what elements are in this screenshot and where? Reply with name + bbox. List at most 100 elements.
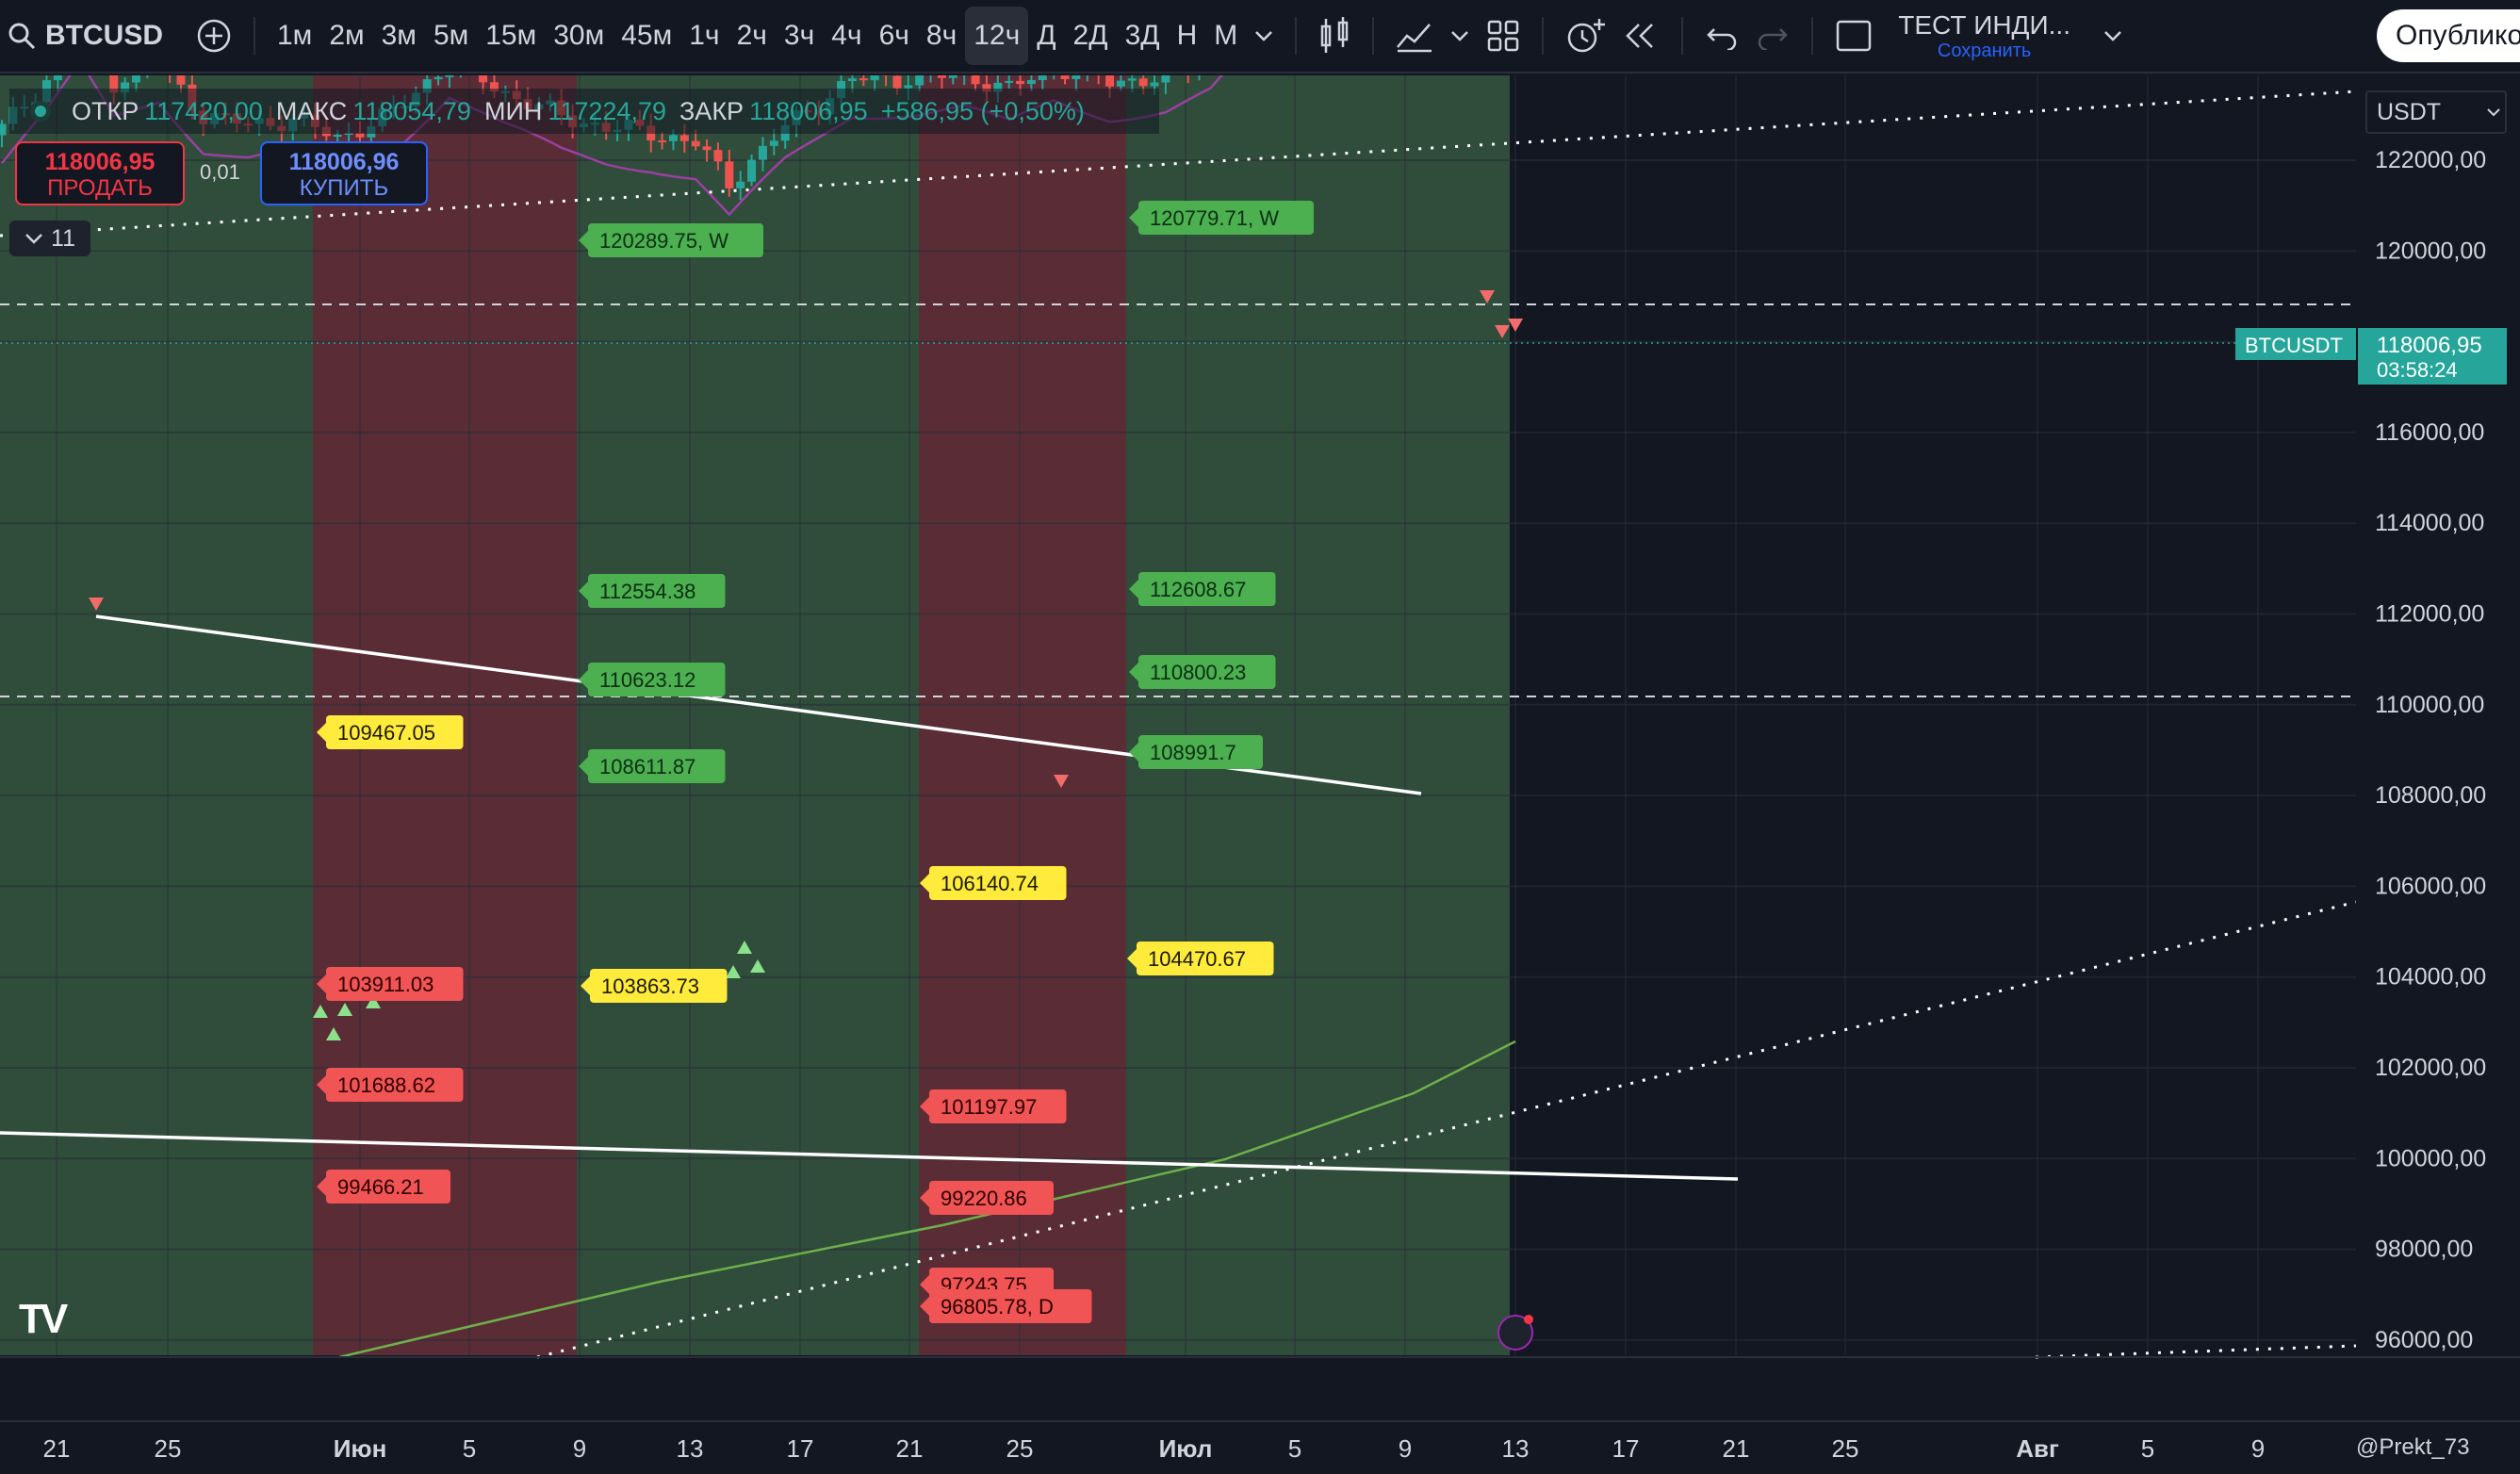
candle-body <box>702 146 712 151</box>
candle-body <box>691 140 700 147</box>
level-label-green-bg <box>588 663 726 696</box>
buy-signal-marker <box>750 959 765 973</box>
last-price-label: 118006,95 <box>2377 333 2482 358</box>
interval-button[interactable]: 5м <box>433 20 469 51</box>
collapse-indicators-button[interactable]: 11 <box>9 221 90 256</box>
buy-label: КУПИТЬ <box>299 175 389 201</box>
interval-button[interactable]: М <box>1214 20 1238 51</box>
sell-signal-marker <box>1508 319 1523 332</box>
candle-body <box>445 75 454 77</box>
sell-price: 118006,95 <box>44 149 155 175</box>
candle-body <box>1161 75 1170 83</box>
candle-body <box>915 75 925 86</box>
interval-button[interactable]: Н <box>1176 20 1198 51</box>
interval-dropdown-button[interactable] <box>1246 7 1282 65</box>
interval-button[interactable]: 2ч <box>736 20 767 51</box>
ma-line-slow <box>338 1040 1516 1359</box>
interval-button[interactable]: 15м <box>485 20 537 51</box>
interval-button[interactable]: 3ч <box>783 20 815 51</box>
sell-signal-marker <box>89 598 104 611</box>
candle-body <box>769 140 778 146</box>
interval-button[interactable]: Д <box>1037 20 1056 51</box>
save-link[interactable]: Сохранить <box>1937 40 2032 61</box>
buy-signal-marker <box>313 1005 328 1018</box>
time-tick-label: 25 <box>1006 1434 1034 1463</box>
channel-top-dotted <box>0 90 2357 237</box>
indicators-dropdown-button[interactable] <box>1442 7 1478 65</box>
currency-select[interactable]: USDT <box>2365 90 2507 134</box>
buy-signal-marker <box>326 1027 341 1040</box>
indicator-title: ТЕСТ ИНДИ... <box>1898 9 2070 40</box>
price-axis-bg <box>2356 75 2520 1357</box>
candle-body <box>982 84 991 92</box>
chart-type-button[interactable] <box>1310 7 1359 65</box>
layouts-button[interactable] <box>1478 7 1529 65</box>
level-label-green: 120289.75, W <box>599 229 728 253</box>
candle-body <box>1016 80 1025 85</box>
open-value: 117420,00 <box>144 96 263 125</box>
redo-button[interactable] <box>1747 7 1798 65</box>
candle-body <box>1127 78 1137 81</box>
candle-body <box>333 135 342 138</box>
level-label-green: 110800.23 <box>1150 661 1246 684</box>
redo-icon <box>1759 28 1789 50</box>
level-label-green-pointer <box>579 670 588 689</box>
interval-button[interactable]: 3м <box>381 20 417 51</box>
symbol-search[interactable]: BTCUSD <box>8 20 163 52</box>
interval-button[interactable]: 2м <box>329 20 365 51</box>
interval-button[interactable]: 12ч <box>965 7 1029 65</box>
fullscreen-checkbox[interactable] <box>1826 7 1881 65</box>
level-label-green-bg <box>588 574 726 608</box>
level-label-red-pointer <box>920 1188 929 1207</box>
time-tick-label: 13 <box>1502 1434 1530 1463</box>
publish-button[interactable]: Опублико <box>2377 9 2520 62</box>
level-label-green-bg <box>1138 201 1314 235</box>
price-chart[interactable]: 120289.75, W 120779.71, W 112554.38 112608.… <box>0 75 2520 1474</box>
indicators-icon <box>1397 24 1432 53</box>
level-label-red-pointer <box>920 1275 929 1294</box>
chevron-down-icon <box>2104 31 2121 41</box>
buy-button[interactable]: 118006,96 КУПИТЬ <box>260 141 428 205</box>
level-label-red-bg <box>929 1089 1067 1123</box>
candle-body <box>658 140 667 143</box>
compare-add-button[interactable] <box>188 7 240 65</box>
candles-icon <box>1321 17 1349 53</box>
interval-button[interactable]: 6ч <box>878 20 909 51</box>
interval-button[interactable]: 3Д <box>1124 20 1160 51</box>
buy-signal-marker <box>737 941 752 954</box>
replay-button[interactable] <box>1613 7 1668 65</box>
square-icon <box>1837 20 1872 52</box>
interval-button[interactable]: 45м <box>621 20 673 51</box>
sell-button[interactable]: 118006,95 ПРОДАТЬ <box>15 141 185 205</box>
price-tick-label: 120000,00 <box>2375 237 2486 264</box>
interval-button[interactable]: 1ч <box>689 20 720 51</box>
interval-button[interactable]: 4ч <box>831 20 862 51</box>
trendline-lower <box>0 1131 1739 1181</box>
price-tick-label: 98000,00 <box>2375 1237 2473 1263</box>
sell-signal-marker <box>1054 775 1069 788</box>
price-tick-label: 110000,00 <box>2375 692 2484 718</box>
layout-dropdown-button[interactable] <box>2095 7 2131 65</box>
ohlc-legend: ОТКР 117420,00 МАКС 118054,79 МИН 117224… <box>9 89 1159 134</box>
interval-button[interactable]: 2Д <box>1072 20 1108 51</box>
alert-button[interactable] <box>1557 7 1613 65</box>
level-label-yellow: 104470.67 <box>1148 947 1246 971</box>
interval-button[interactable]: 1м <box>277 20 313 51</box>
level-label-red-pointer <box>920 1297 929 1316</box>
interval-button[interactable]: 30м <box>553 20 605 51</box>
interval-button[interactable]: 8ч <box>925 20 957 51</box>
level-label-green-bg <box>588 223 763 257</box>
level-label-green-bg <box>588 749 726 783</box>
candle-body <box>1038 75 1047 81</box>
candle-body <box>1138 78 1148 87</box>
candle-body <box>725 161 734 188</box>
time-tick-label: 9 <box>1399 1434 1412 1463</box>
undo-button[interactable] <box>1696 7 1747 65</box>
indicators-button[interactable] <box>1387 7 1442 65</box>
symbol-tag: BTCUSDT <box>2245 334 2343 357</box>
level-label-green: 108611.87 <box>599 755 695 778</box>
alarm-clock-plus-icon <box>1568 19 1606 53</box>
candle-body <box>847 78 857 82</box>
layout-name-block[interactable]: ТЕСТ ИНДИ... Сохранить <box>1898 10 2070 62</box>
time-tick-label: 17 <box>787 1434 814 1463</box>
